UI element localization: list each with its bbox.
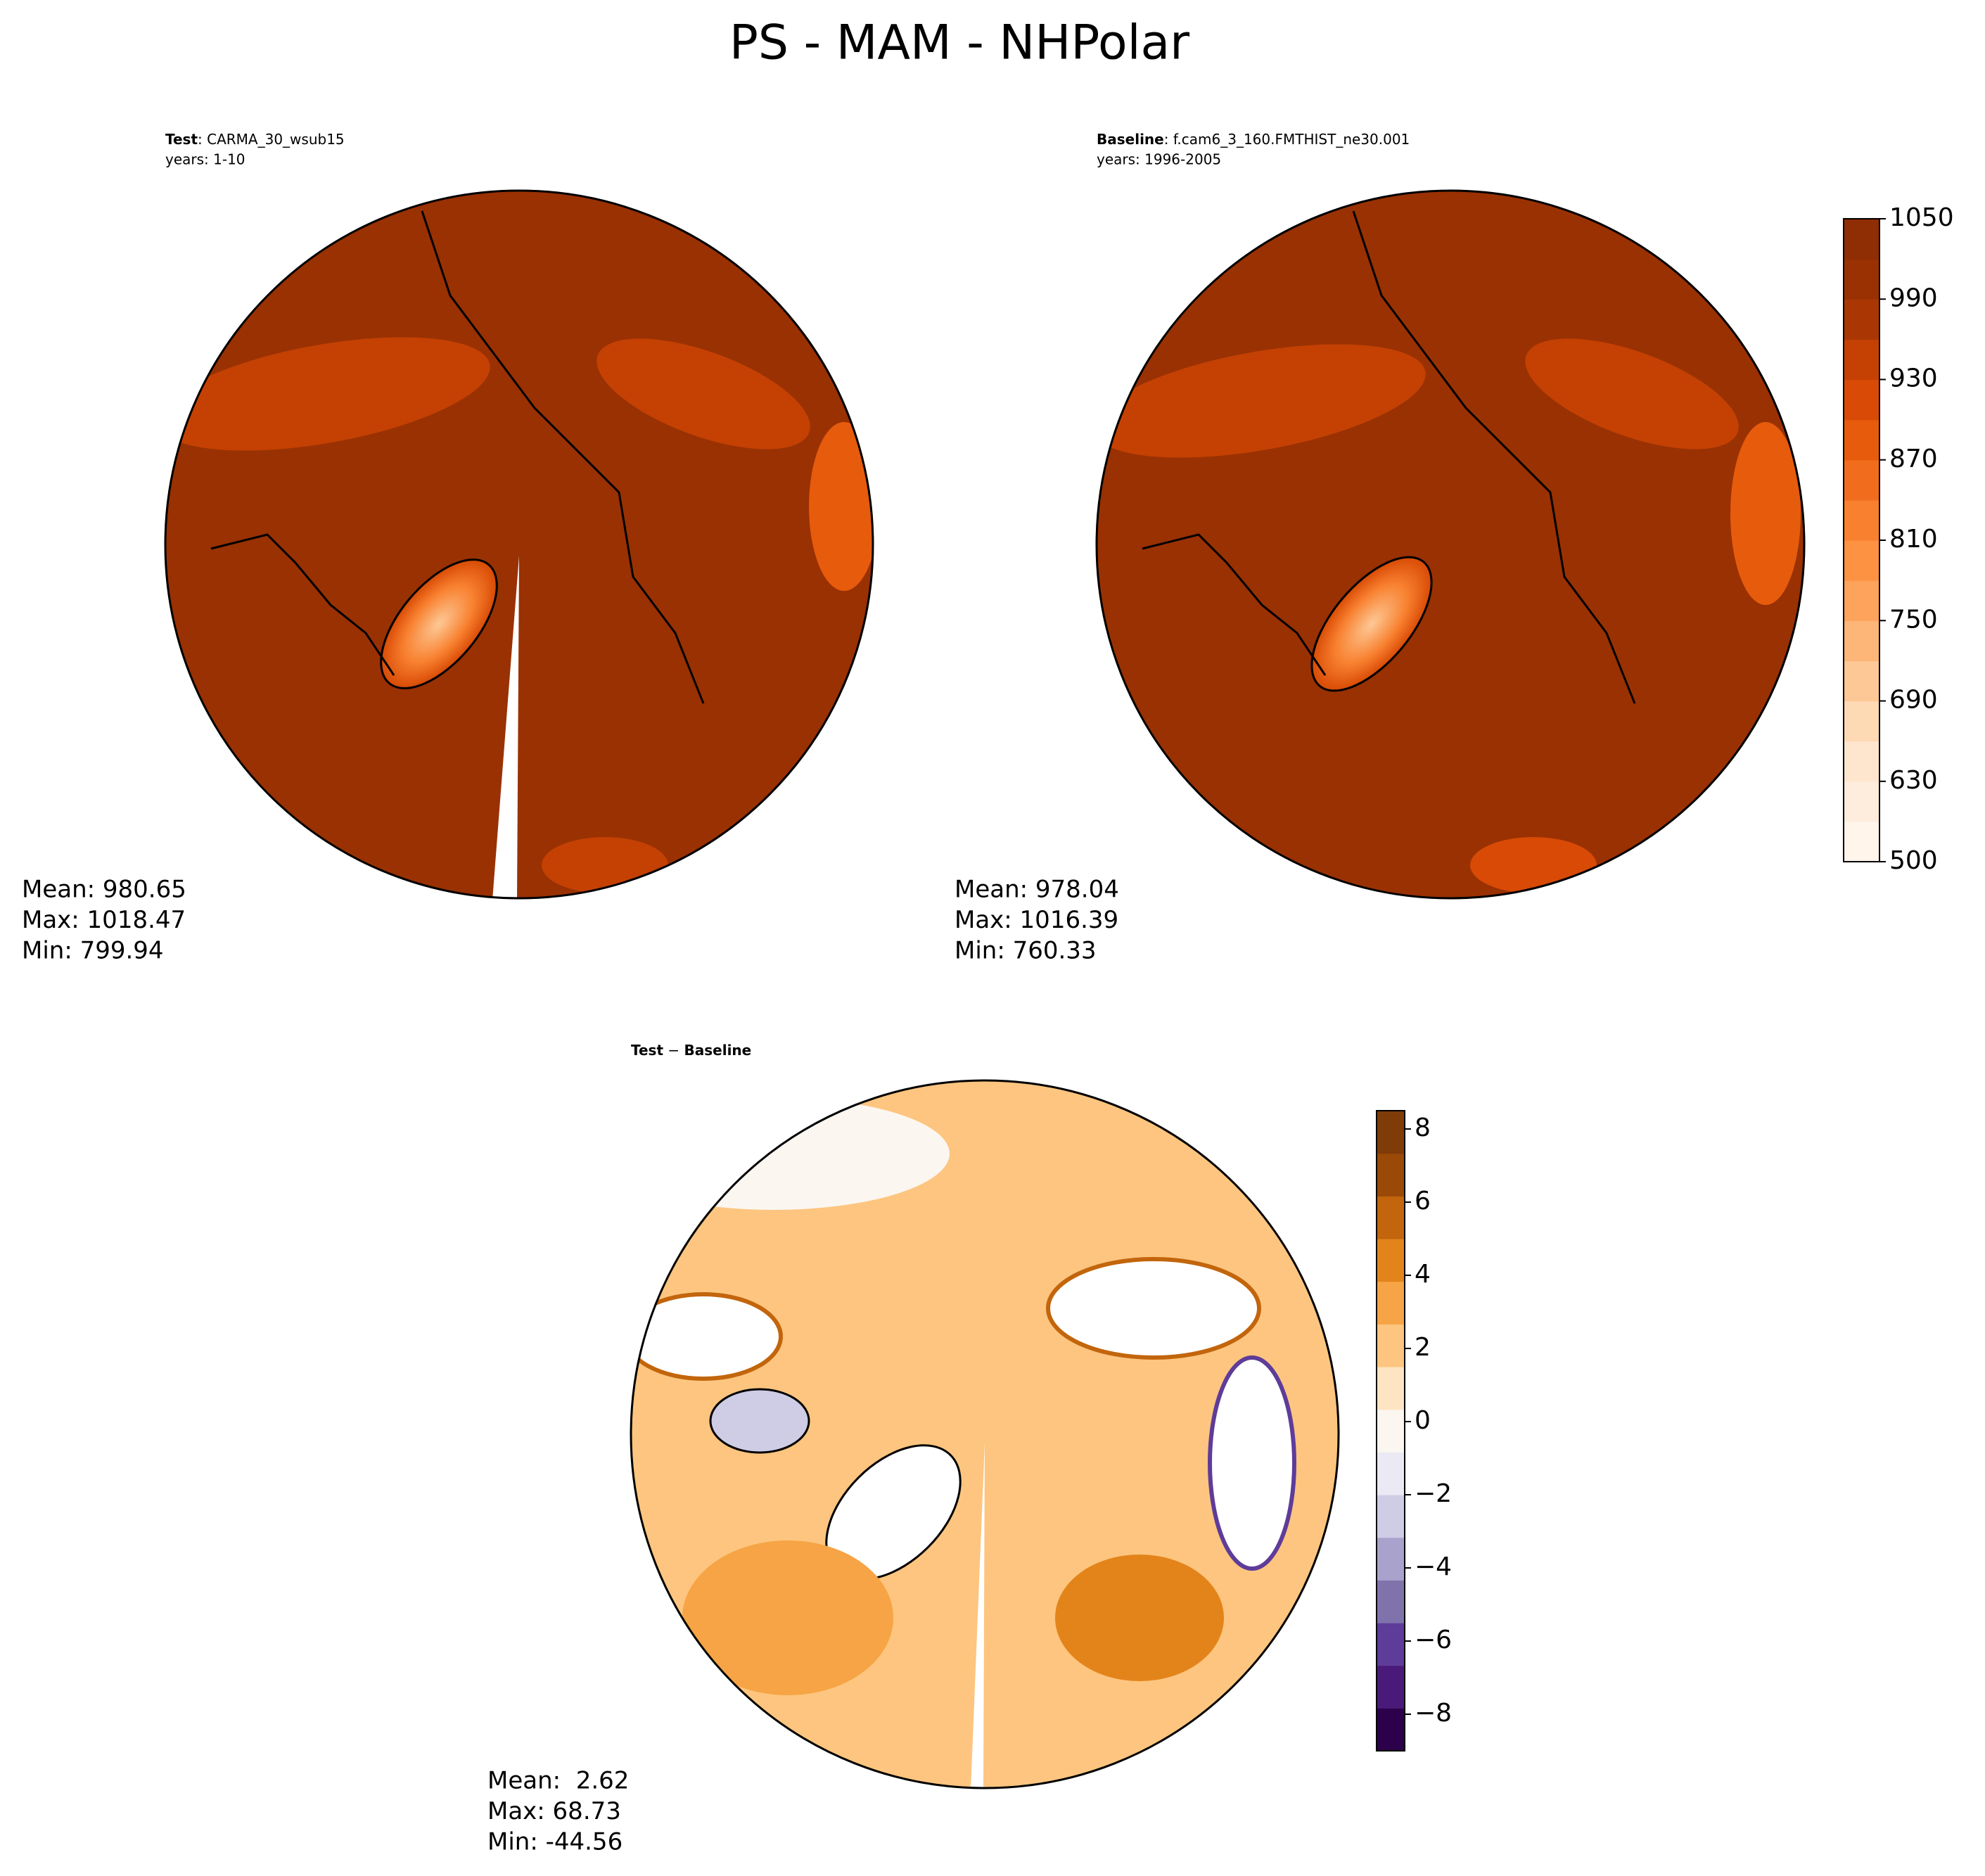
colorbar-band: [1844, 259, 1879, 300]
label-text: : CARMA_30_wsub15: [198, 131, 345, 148]
colorbar-tick-label: −6: [1415, 1626, 1452, 1654]
colorbar-band: [1377, 1623, 1405, 1666]
colorbar-band: [1844, 379, 1879, 421]
colorbar-band: [1844, 821, 1879, 862]
colorbar-tick-label: 930: [1889, 364, 1938, 393]
colorbar-band: [1377, 1452, 1405, 1495]
colorbar-band: [1377, 1239, 1405, 1282]
stat-text: Min: -44.56: [487, 1828, 623, 1856]
stat-text: Max: 1018.47: [22, 906, 186, 934]
colorbar-band: [1377, 1367, 1405, 1410]
colorbar-tick-label: −4: [1415, 1552, 1452, 1581]
colorbar-band: [1377, 1665, 1405, 1709]
colorbar-band: [1844, 339, 1879, 381]
colorbar-band: [1844, 219, 1879, 260]
colorbar-band: [1377, 1495, 1405, 1538]
colorbar-band: [1377, 1324, 1405, 1367]
colorbar-band: [1844, 459, 1879, 501]
map-frame: [164, 189, 874, 900]
map-field: [1097, 191, 1804, 898]
colorbar-band: [1844, 499, 1879, 541]
stat-text: Max: 68.73: [487, 1797, 621, 1825]
label-bold: Test: [165, 131, 198, 148]
label-bold: Test: [631, 1042, 663, 1059]
label-bold: Baseline: [1097, 131, 1164, 148]
colorbar-tick-label: 8: [1415, 1114, 1431, 1142]
colorbar-band: [1377, 1153, 1405, 1197]
panel-label: Test − Baseline: [631, 1042, 751, 1059]
colorbar-tick-label: 2: [1415, 1333, 1431, 1362]
colorbar-band: [1377, 1281, 1405, 1325]
colorbar-tick-label: −8: [1415, 1699, 1452, 1728]
colorbar-band: [1377, 1580, 1405, 1623]
colorbar-band: [1844, 741, 1879, 782]
colorbar-band: [1377, 1111, 1405, 1154]
colorbar-band: [1844, 781, 1879, 822]
stat-text: Mean: 2.62: [487, 1767, 629, 1795]
stat-text: Min: 799.94: [22, 937, 164, 965]
colorbar-tick-label: 0: [1415, 1406, 1431, 1435]
colorbar-frame: [1376, 1110, 1405, 1751]
colorbar-band: [1844, 620, 1879, 661]
colorbar-tick-label: 630: [1889, 766, 1938, 795]
figure-title: PS - MAM - NHPolar: [729, 15, 1189, 71]
stat-text: Min: 760.33: [955, 937, 1097, 965]
label-text: −: [663, 1042, 684, 1059]
colorbar-tick-label: 870: [1889, 445, 1938, 473]
colorbar-band: [1844, 661, 1879, 702]
colorbar-band: [1844, 419, 1879, 461]
colorbar-band: [1844, 299, 1879, 340]
colorbar-tick-label: 810: [1889, 525, 1938, 554]
label-bold: Baseline: [684, 1042, 752, 1059]
colorbar-tick-label: −2: [1415, 1479, 1452, 1508]
colorbar-band: [1377, 1409, 1405, 1453]
colorbar-band: [1377, 1537, 1405, 1581]
colorbar-tick-label: 1050: [1889, 203, 1954, 232]
colorbar-tick-label: 4: [1415, 1260, 1431, 1289]
colorbar-band: [1844, 540, 1879, 581]
label-text: : f.cam6_3_160.FMTHIST_ne30.001: [1164, 131, 1410, 148]
map-field: [631, 1080, 1339, 1788]
colorbar-tick-label: 750: [1889, 605, 1938, 634]
colorbar-band: [1844, 701, 1879, 742]
colorbar-tick-label: 990: [1889, 283, 1938, 312]
colorbar-tick-label: 500: [1889, 846, 1938, 875]
map-frame: [1095, 189, 1806, 900]
panel-subtitle: years: 1996-2005: [1097, 151, 1221, 168]
stat-text: Mean: 980.65: [22, 876, 186, 904]
map-frame: [630, 1079, 1340, 1789]
panel-label: Test: CARMA_30_wsub15: [165, 131, 345, 148]
colorbar-band: [1844, 580, 1879, 621]
panel-label: Baseline: f.cam6_3_160.FMTHIST_ne30.001: [1097, 131, 1410, 148]
stat-text: Mean: 978.04: [955, 876, 1119, 904]
colorbar-tick-label: 690: [1889, 686, 1938, 715]
stat-text: Max: 1016.39: [955, 906, 1118, 934]
panel-subtitle: years: 1-10: [165, 151, 245, 168]
colorbar-band: [1377, 1196, 1405, 1239]
colorbar-band: [1377, 1708, 1405, 1751]
colorbar-tick-label: 6: [1415, 1187, 1431, 1215]
